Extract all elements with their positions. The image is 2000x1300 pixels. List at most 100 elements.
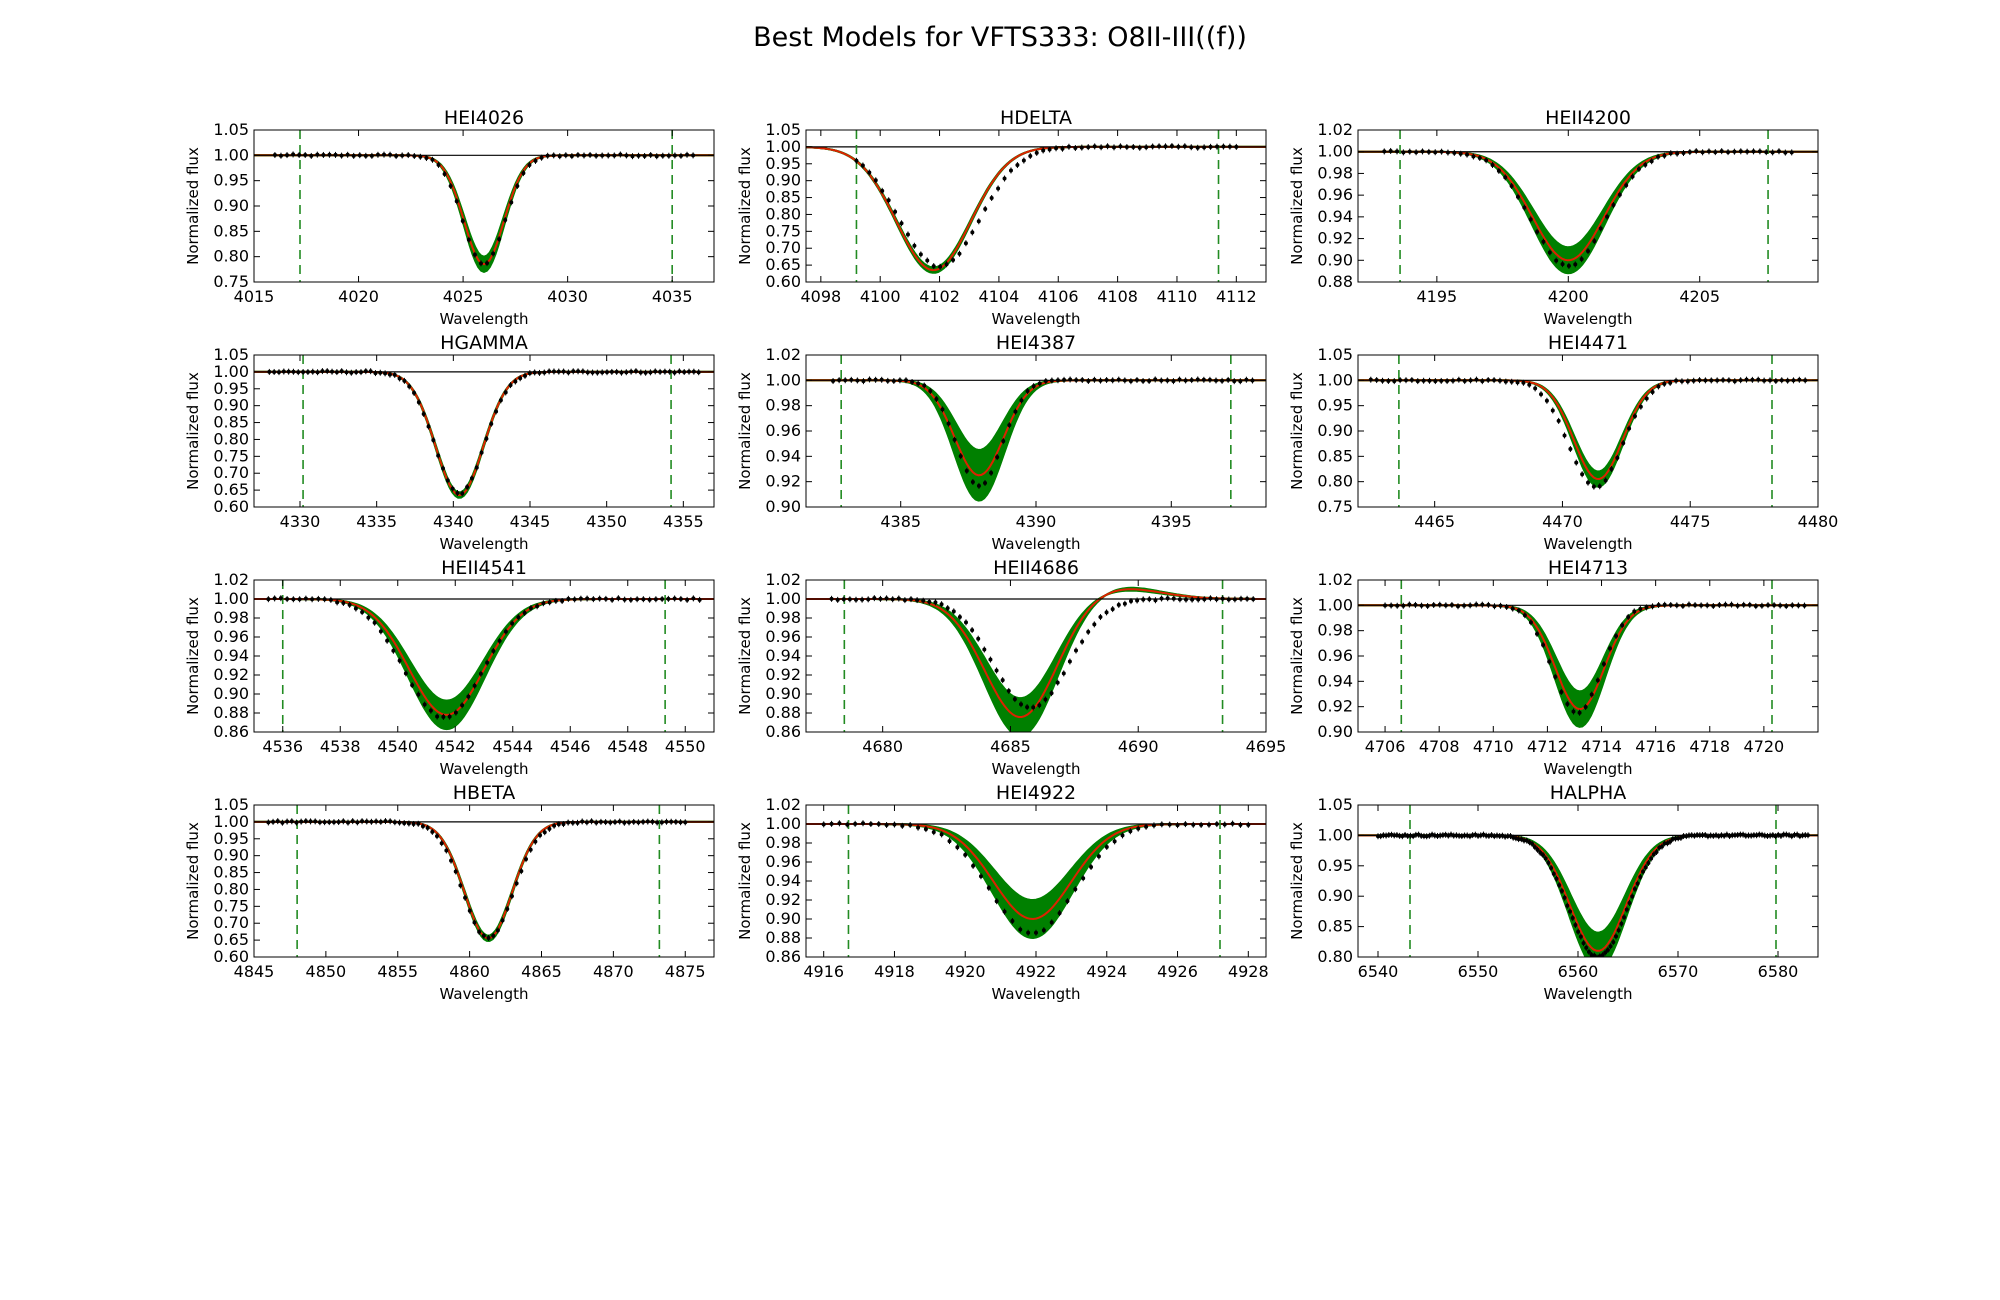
data-point: [1206, 822, 1211, 827]
data-point: [1797, 377, 1802, 382]
data-point: [1426, 149, 1431, 154]
data-point: [1521, 380, 1526, 385]
data-point: [1766, 603, 1770, 608]
panel-title: HEI4387: [996, 332, 1076, 354]
data-point: [1656, 384, 1661, 389]
y-axis-label: Normalized flux: [184, 597, 202, 715]
y-tick-label: 1.00: [213, 589, 249, 608]
data-point: [1122, 601, 1127, 606]
data-point: [1195, 145, 1200, 150]
data-point: [1120, 833, 1125, 838]
data-point: [1468, 603, 1473, 608]
x-tick-label: 4928: [1228, 962, 1269, 981]
data-point: [344, 370, 349, 375]
data-point: [658, 369, 663, 374]
data-point: [691, 153, 696, 158]
data-point: [378, 629, 383, 634]
data-point: [1073, 146, 1078, 151]
data-point: [495, 928, 500, 933]
data-point: [1703, 378, 1708, 383]
y-tick-label: 0.65: [765, 255, 801, 274]
y-axis-label: Normalized flux: [736, 147, 754, 265]
data-point: [509, 894, 514, 899]
data-point: [560, 598, 565, 603]
data-point: [1221, 144, 1226, 149]
data-point: [1374, 378, 1379, 383]
data-point: [691, 596, 696, 601]
data-point: [867, 377, 872, 382]
data-point: [1195, 377, 1200, 382]
data-point: [1220, 596, 1225, 601]
data-point: [1196, 597, 1201, 602]
data-point: [1404, 378, 1409, 383]
data-point: [1553, 674, 1558, 679]
data-point: [1638, 875, 1643, 880]
model-curve: [806, 145, 1266, 273]
y-tick-label: 0.96: [213, 627, 249, 646]
data-point: [1171, 379, 1176, 384]
x-tick-label: 4205: [1679, 287, 1720, 306]
x-axis-label: Wavelength: [440, 985, 529, 1003]
data-point: [610, 597, 615, 602]
model-curve: [254, 370, 714, 498]
data-point: [385, 638, 390, 643]
data-point: [912, 243, 917, 248]
plot-area: [1358, 805, 1818, 957]
data-point: [1559, 888, 1564, 893]
y-tick-label: 0.92: [765, 890, 801, 909]
data-point: [1592, 239, 1597, 244]
data-point: [1458, 151, 1463, 156]
y-axis-label: Normalized flux: [1288, 372, 1306, 490]
model-band: [1358, 834, 1818, 957]
data-point: [508, 383, 513, 388]
x-axis-label: Wavelength: [440, 760, 529, 778]
data-point: [366, 615, 371, 620]
x-tick-label: 6560: [1558, 962, 1599, 981]
data-point: [347, 602, 352, 607]
data-point: [940, 407, 945, 412]
x-tick-label: 4916: [803, 962, 844, 981]
data-point: [1772, 603, 1777, 608]
data-point: [369, 819, 374, 824]
data-point: [1789, 150, 1794, 155]
data-point: [491, 251, 496, 256]
data-point: [1706, 149, 1711, 154]
data-point: [1551, 871, 1556, 876]
data-point: [368, 369, 373, 374]
data-point: [945, 606, 950, 611]
y-tick-label: 1.00: [765, 137, 801, 156]
data-point: [947, 839, 952, 844]
model-curve: [1358, 379, 1818, 477]
data-point: [1456, 377, 1461, 382]
data-point: [528, 847, 533, 852]
data-point: [576, 369, 581, 374]
y-tick-label: 0.70: [765, 238, 801, 257]
x-tick-label: 4706: [1365, 737, 1406, 756]
data-point: [916, 825, 921, 830]
data-point: [363, 153, 368, 158]
data-point: [617, 819, 622, 824]
data-point: [647, 597, 652, 602]
data-point: [1565, 701, 1570, 706]
y-tick-label: 0.94: [213, 646, 249, 665]
data-point: [465, 484, 470, 489]
data-point: [971, 863, 976, 868]
data-point: [339, 369, 344, 374]
data-point: [551, 369, 556, 374]
y-tick-label: 1.00: [1317, 595, 1353, 614]
data-point: [1643, 162, 1648, 167]
data-point: [1591, 484, 1596, 489]
data-point: [1650, 604, 1655, 609]
plot-area: [1358, 130, 1818, 282]
x-tick-label: 4100: [860, 287, 901, 306]
data-point: [1220, 378, 1225, 383]
data-point: [996, 186, 1001, 191]
data-point: [878, 596, 883, 601]
data-point: [1019, 398, 1024, 403]
model-curve: [254, 820, 714, 938]
data-point: [303, 819, 308, 824]
data-point: [1738, 149, 1743, 154]
data-point: [369, 153, 374, 158]
x-tick-label: 4695: [1246, 737, 1287, 756]
data-point: [322, 597, 327, 602]
